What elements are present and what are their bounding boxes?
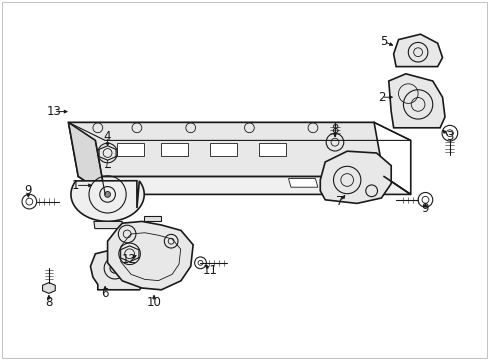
Polygon shape <box>117 143 144 156</box>
Text: 6: 6 <box>101 287 109 300</box>
Text: 1: 1 <box>72 179 80 192</box>
Text: 4: 4 <box>103 130 111 143</box>
Polygon shape <box>259 143 285 156</box>
Polygon shape <box>144 216 161 221</box>
Polygon shape <box>210 143 237 156</box>
Text: 11: 11 <box>203 264 217 276</box>
Polygon shape <box>94 221 122 229</box>
Text: 5: 5 <box>379 35 387 48</box>
Text: 9: 9 <box>24 184 32 197</box>
Polygon shape <box>68 122 383 176</box>
Text: 8: 8 <box>45 296 53 309</box>
Polygon shape <box>107 221 193 290</box>
Text: 3: 3 <box>445 130 453 143</box>
Text: 7: 7 <box>335 195 343 208</box>
Polygon shape <box>161 143 188 156</box>
Polygon shape <box>320 151 390 203</box>
Polygon shape <box>288 179 317 187</box>
Polygon shape <box>388 74 444 128</box>
Polygon shape <box>78 176 410 194</box>
Polygon shape <box>71 181 144 221</box>
Circle shape <box>104 192 110 197</box>
Polygon shape <box>332 179 361 187</box>
Polygon shape <box>68 122 105 194</box>
Text: 10: 10 <box>146 296 161 309</box>
Polygon shape <box>42 283 55 293</box>
Text: 8: 8 <box>330 123 338 136</box>
Polygon shape <box>90 250 144 290</box>
Text: 2: 2 <box>377 91 385 104</box>
Text: 12: 12 <box>122 253 137 266</box>
Text: 13: 13 <box>46 105 61 118</box>
Polygon shape <box>393 34 442 67</box>
Text: 9: 9 <box>421 202 428 215</box>
